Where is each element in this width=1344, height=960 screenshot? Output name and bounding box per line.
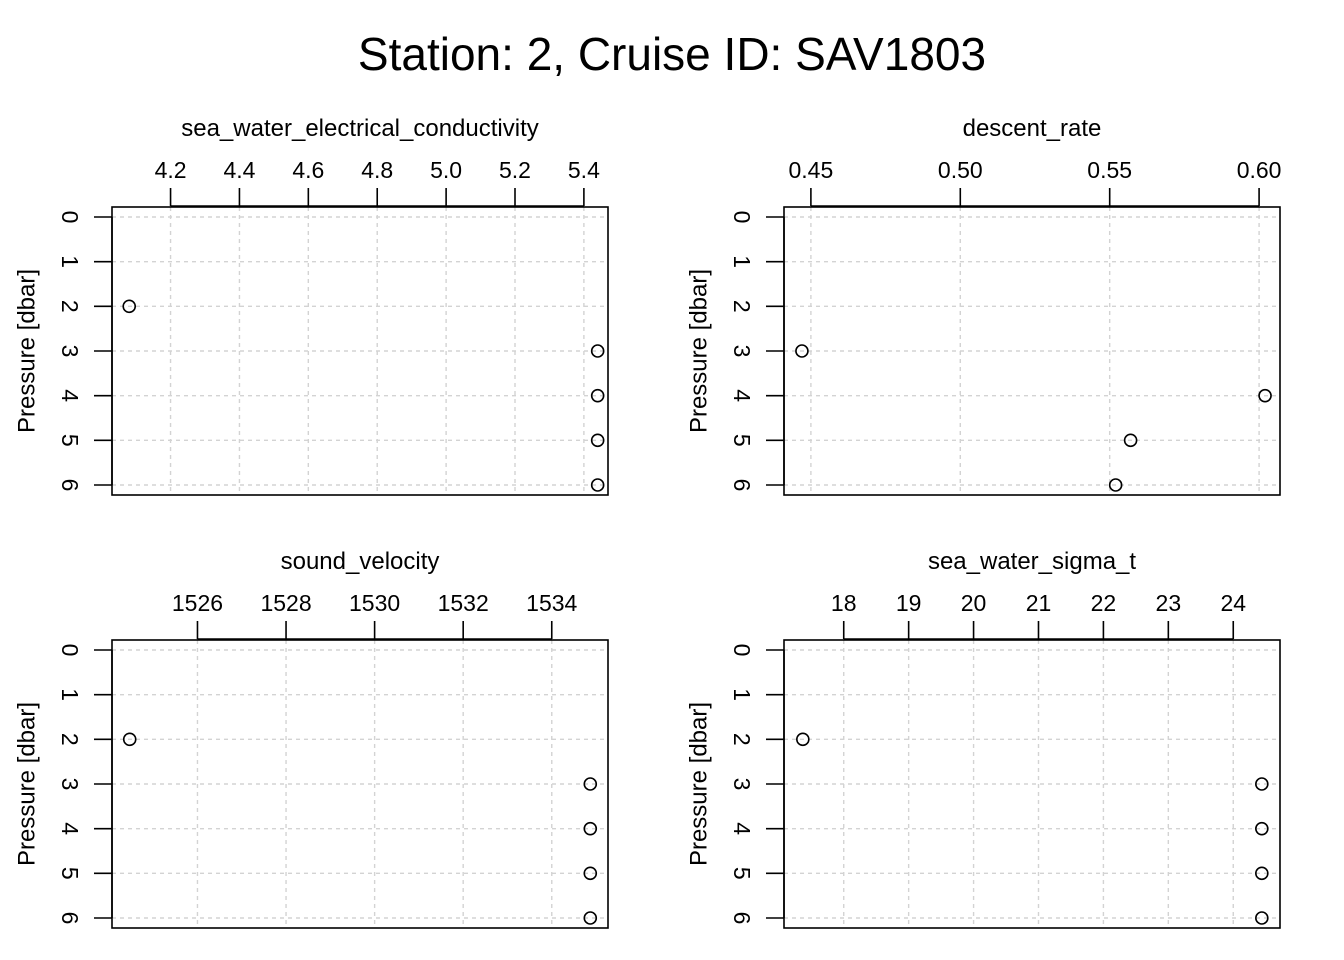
- y-tick-label: 3: [57, 778, 83, 791]
- x-tick-label: 20: [961, 590, 987, 616]
- x-tick-label: 5.0: [430, 157, 462, 183]
- y-tick-label: 4: [729, 389, 755, 402]
- x-tick-label: 0.60: [1237, 157, 1282, 183]
- y-tick-label: 2: [729, 733, 755, 746]
- data-point: [583, 777, 598, 791]
- y-tick-label: 1: [57, 688, 83, 701]
- x-tick-label: 4.6: [292, 157, 324, 183]
- y-tick-label: 5: [57, 434, 83, 447]
- data-point: [583, 911, 598, 925]
- x-tick-label: 21: [1026, 590, 1052, 616]
- y-tick-label: 5: [729, 867, 755, 880]
- data-point: [1255, 866, 1269, 881]
- panel-title: sound_velocity: [281, 548, 440, 575]
- panel-1: 4.2 4.4 4.6 4.8 5.0 5.2 5.4 0 1 2 3 4 5 6 Pressure [db…: [13, 115, 609, 496]
- x-tick-label: 1526: [172, 590, 223, 616]
- y-tick-label: 4: [57, 389, 83, 402]
- figure-title: Station: 2, Cruise ID: SAV1803: [358, 28, 986, 80]
- y-axis-label: Pressure [dbar]: [685, 269, 712, 433]
- x-tick-label: 5.4: [568, 157, 600, 183]
- y-tick-label: 4: [729, 822, 755, 835]
- data-point: [1255, 911, 1269, 925]
- x-tick-label: 22: [1091, 590, 1117, 616]
- x-tick-label: 0.45: [789, 157, 834, 183]
- x-tick-label: 19: [896, 590, 922, 616]
- x-tick-label: 23: [1156, 590, 1182, 616]
- x-tick-label: 1532: [438, 590, 489, 616]
- y-axis-label: Pressure [dbar]: [13, 269, 40, 433]
- data-point: [1123, 433, 1138, 448]
- data-point: [590, 388, 605, 403]
- y-tick-label: 0: [57, 211, 83, 224]
- x-tick-label: 1530: [349, 590, 400, 616]
- y-tick-label: 5: [57, 867, 83, 880]
- panel-3: 1526 1528 1530 1532 1534 0 1 2 3 4 5 6 Pressure [dba…: [13, 548, 609, 929]
- y-tick-label: 6: [729, 912, 755, 925]
- y-tick-label: 0: [57, 644, 83, 657]
- y-tick-label: 1: [729, 255, 755, 268]
- y-axis-label: Pressure [dbar]: [685, 702, 712, 866]
- x-tick-label: 0.55: [1087, 157, 1132, 183]
- data-point: [122, 732, 137, 747]
- y-tick-label: 6: [57, 912, 83, 925]
- data-point: [795, 344, 809, 358]
- panel-title: descent_rate: [963, 115, 1102, 142]
- y-tick-label: 2: [57, 300, 83, 313]
- data-point: [590, 433, 605, 448]
- x-tick-label: 1528: [260, 590, 311, 616]
- data-point: [1255, 777, 1269, 791]
- data-point: [583, 821, 598, 836]
- x-tick-label: 4.4: [223, 157, 255, 183]
- y-tick-label: 1: [57, 255, 83, 268]
- y-axis-label: Pressure [dbar]: [13, 702, 40, 866]
- x-tick-label: 0.50: [938, 157, 983, 183]
- y-tick-label: 4: [57, 822, 83, 835]
- y-tick-label: 6: [729, 479, 755, 492]
- data-point: [122, 299, 137, 314]
- x-tick-label: 4.2: [155, 157, 187, 183]
- y-tick-label: 5: [729, 434, 755, 447]
- y-tick-label: 0: [729, 211, 755, 224]
- y-tick-label: 2: [729, 300, 755, 313]
- y-tick-label: 1: [729, 688, 755, 701]
- y-tick-label: 3: [57, 345, 83, 358]
- y-tick-label: 3: [729, 778, 755, 791]
- data-point: [590, 478, 605, 492]
- x-tick-label: 4.8: [361, 157, 393, 183]
- y-tick-label: 3: [729, 345, 755, 358]
- x-tick-label: 18: [831, 590, 857, 616]
- y-tick-label: 0: [729, 644, 755, 657]
- x-tick-label: 24: [1220, 590, 1246, 616]
- y-tick-label: 6: [57, 479, 83, 492]
- data-point: [590, 344, 605, 358]
- data-point: [1108, 478, 1123, 492]
- panel-2: 0.45 0.50 0.55 0.60 0 1 2 3 4 5 6 Pressure [dbar] de…: [685, 115, 1282, 496]
- panel-title: sea_water_electrical_conductivity: [181, 115, 539, 142]
- y-tick-label: 2: [57, 733, 83, 746]
- data-point: [583, 866, 598, 881]
- panel-title: sea_water_sigma_t: [928, 548, 1136, 575]
- data-point: [1258, 388, 1272, 403]
- x-tick-label: 1534: [526, 590, 577, 616]
- x-tick-label: 5.2: [499, 157, 531, 183]
- data-point: [1255, 821, 1269, 836]
- data-point: [796, 732, 810, 747]
